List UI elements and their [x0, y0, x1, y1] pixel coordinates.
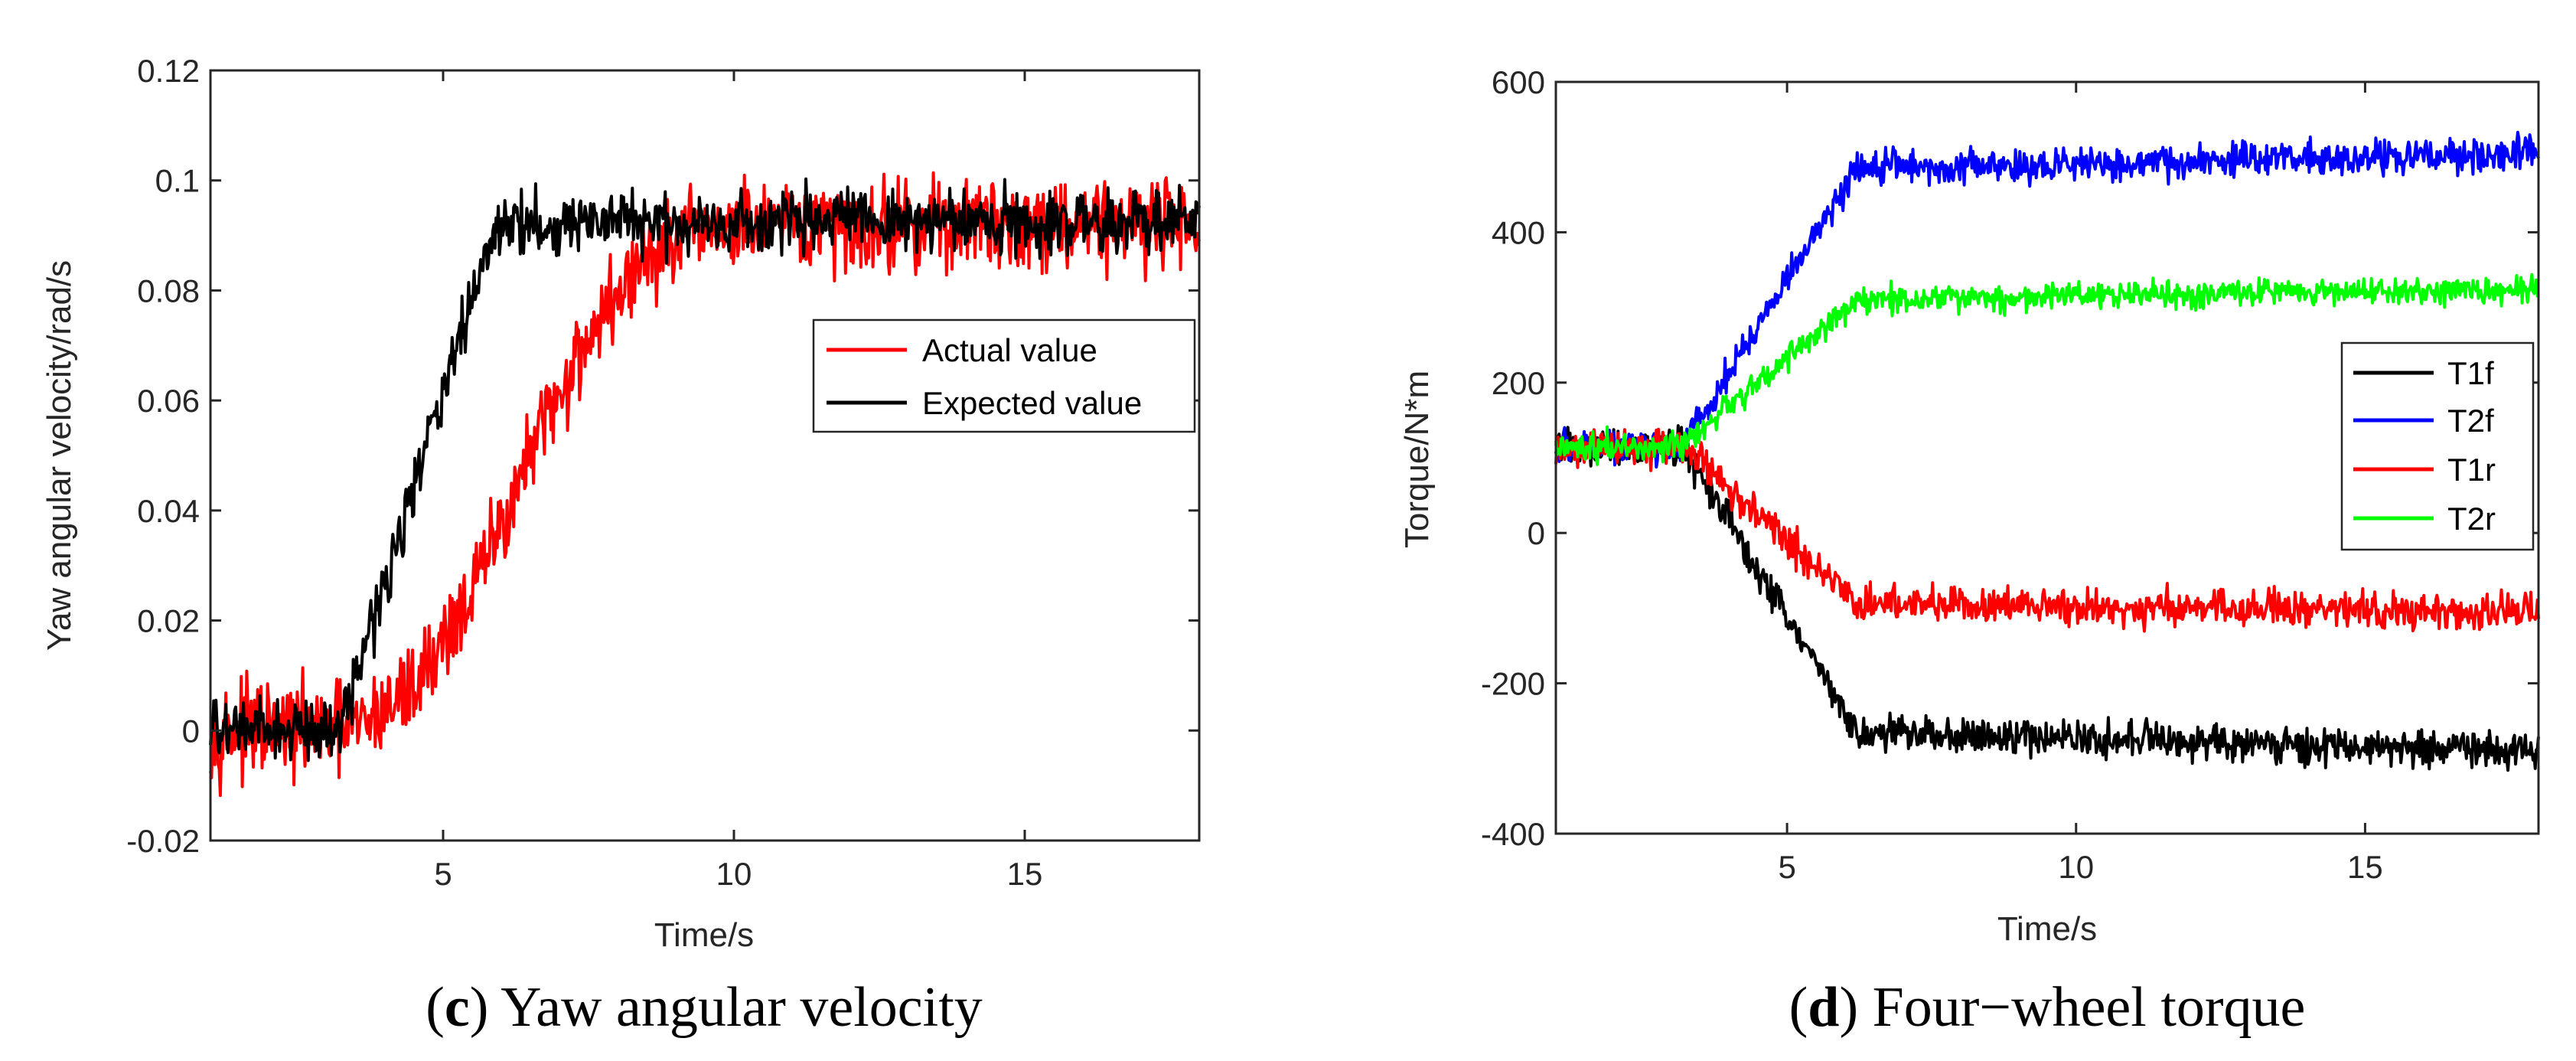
- chart-four-wheel-torque: -400 -200 0 200 400 600 5 10 15 Time/s Torque/N…: [1398, 64, 2540, 1039]
- x-tick-label: 15: [2347, 849, 2383, 885]
- series-group-c: [209, 171, 1201, 798]
- y-tick-label: 400: [1492, 214, 1545, 250]
- x-axis-label-d: Time/s: [1997, 910, 2097, 948]
- y-axis-label-d: Torque/N*m: [1398, 371, 1436, 548]
- axes-box-d: [1554, 80, 2540, 835]
- x-tick-label: 15: [1007, 856, 1043, 892]
- y-tick-label: 0.02: [137, 603, 200, 639]
- axes-box-c: [209, 69, 1201, 842]
- x-tick-label: 5: [1778, 849, 1795, 885]
- legend-label-t2r: T2r: [2447, 501, 2496, 537]
- x-tick-label: 10: [716, 856, 752, 892]
- series-group-d: [1554, 130, 2540, 772]
- legend-label-expected-value: Expected value: [922, 385, 1142, 421]
- series-line-t2f: [1554, 130, 2540, 469]
- legend-label-actual-value: Actual value: [922, 332, 1097, 368]
- x-ticks-c: 5 10 15: [434, 70, 1042, 892]
- series-line-t2r: [1554, 273, 2540, 466]
- caption-c: (c) Yaw angular velocity: [426, 976, 983, 1039]
- y-tick-label: 600: [1492, 64, 1545, 100]
- chart-yaw-angular-velocity: -0.02 0 0.02 0.04 0.06 0.08 0.1 0.12 5 10 15 Time…: [41, 53, 1201, 1039]
- y-tick-label: 0: [1528, 515, 1545, 551]
- y-ticks-d: -400 -200 0 200 400 600: [1481, 64, 2539, 852]
- y-tick-label: 200: [1492, 365, 1545, 401]
- legend-c: Actual value Expected value: [812, 318, 1196, 433]
- legend-box-d: [2340, 341, 2535, 551]
- y-tick-label: -200: [1481, 666, 1545, 702]
- y-tick-label: -0.02: [126, 823, 200, 859]
- y-tick-label: 0.06: [137, 383, 200, 419]
- legend-label-t2f: T2f: [2447, 403, 2494, 439]
- y-tick-label: 0: [182, 713, 200, 749]
- series-line-expected-value: [209, 177, 1201, 762]
- legend-label-t1f: T1f: [2447, 355, 2494, 391]
- x-tick-label: 10: [2058, 849, 2094, 885]
- legend-label-t1r: T1r: [2447, 452, 2496, 488]
- x-ticks-d: 5 10 15: [1778, 82, 2383, 885]
- caption-d: (d) Four−wheel torque: [1789, 976, 2306, 1039]
- x-axis-label-c: Time/s: [654, 916, 754, 954]
- series-line-actual-value: [209, 171, 1201, 798]
- series-line-t1r: [1554, 427, 2540, 633]
- y-tick-label: 0.1: [155, 163, 200, 199]
- y-tick-label: -400: [1481, 816, 1545, 852]
- caption-letter-c: c: [445, 976, 470, 1039]
- legend-d: T1f T2f T1r T2r: [2340, 341, 2535, 551]
- y-ticks-c: -0.02 0 0.02 0.04 0.06 0.08 0.1 0.12: [126, 53, 1199, 859]
- legend-box-c: [812, 318, 1196, 433]
- y-axis-label-c: Yaw angular velocity/rad/s: [41, 260, 78, 651]
- caption-letter-d: d: [1808, 976, 1839, 1039]
- caption-text-d: Four−wheel torque: [1873, 976, 2306, 1039]
- series-line-t1f: [1554, 424, 2540, 772]
- y-tick-label: 0.04: [137, 493, 200, 529]
- y-tick-label: 0.12: [137, 53, 200, 89]
- x-tick-label: 5: [434, 856, 452, 892]
- caption-text-c: Yaw angular velocity: [501, 976, 983, 1039]
- y-tick-label: 0.08: [137, 273, 200, 309]
